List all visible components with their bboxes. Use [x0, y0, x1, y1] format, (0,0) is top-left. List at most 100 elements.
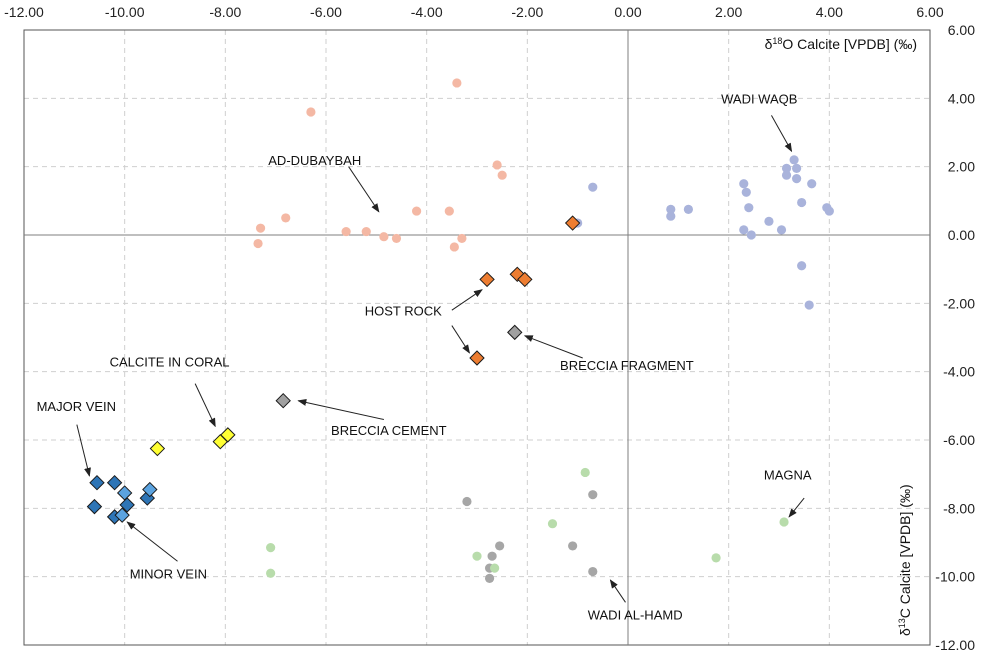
point-minor-vein [116, 485, 133, 501]
point-wadi-al-hamd-grey [495, 541, 505, 551]
point-wadi-al-hamd-green [711, 553, 721, 563]
point-host-rock [469, 350, 485, 366]
point-major-vein [89, 475, 105, 491]
annotation-label: MINOR VEIN [130, 566, 207, 581]
point-wadi-waqb [746, 230, 756, 240]
point-breccia-fragment [507, 324, 523, 341]
point-ad-dubaybah [306, 107, 316, 117]
annotation-label: MAGNA [764, 467, 812, 482]
y-tick-label: -4.00 [943, 364, 975, 380]
point-calcite-in-coral [220, 427, 236, 443]
annotation-arrow [451, 289, 483, 311]
point-wadi-al-hamd-green [490, 563, 500, 573]
point-host-rock [564, 215, 581, 231]
point-wadi-al-hamd-green [779, 517, 789, 527]
point-ad-dubaybah [379, 232, 389, 242]
y-tick-label: 6.00 [948, 22, 975, 38]
point-host-rock [517, 271, 533, 288]
point-wadi-al-hamd-green [547, 519, 558, 529]
plot-frame [23, 29, 931, 646]
point-wadi-al-hamd-grey [487, 551, 497, 561]
point-ad-dubaybah [255, 223, 266, 233]
point-wadi-waqb [764, 216, 774, 226]
y-tick-label: -2.00 [943, 295, 975, 311]
y-tick-label: -12.00 [935, 637, 975, 652]
point-minor-vein [114, 507, 130, 523]
x-tick-label: 2.00 [715, 4, 742, 20]
annotation-arrow [194, 383, 216, 428]
point-wadi-waqb [739, 179, 749, 189]
point-ad-dubaybah [253, 238, 263, 249]
y-tick-labels: -12.00 -10.00 -8.00 -6.00 -4.00 -2.00 0.00 2.00… [935, 22, 975, 652]
point-wadi-waqb [781, 170, 792, 180]
point-breccia-cement [275, 393, 291, 409]
x-tick-label: -6.00 [310, 4, 342, 20]
annotation-label: WADI AL-HAMD [588, 607, 683, 622]
y-tick-label: -10.00 [935, 569, 975, 585]
point-major-vein [86, 498, 103, 515]
annotation-label: BRECCIA FRAGMENT [560, 358, 694, 373]
x-tick-labels: -12.00 -10.00 -8.00 -6.00 -4.00 -2.00 0.00 2.00… [4, 4, 944, 20]
annotation-arrow [348, 166, 380, 213]
annotation-label: AD-DUBAYBAH [268, 153, 361, 168]
point-ad-dubaybah [444, 206, 454, 216]
point-wadi-al-hamd-grey [588, 490, 598, 500]
data-points [86, 78, 834, 583]
zero-axes [24, 30, 930, 645]
y-tick-label: -8.00 [943, 500, 975, 516]
annotation-label: HOST ROCK [365, 303, 442, 318]
annotation-arrow [609, 579, 626, 603]
point-wadi-waqb [744, 203, 754, 213]
point-wadi-waqb [739, 225, 749, 235]
annotation-arrow [451, 325, 470, 354]
x-tick-label: -12.00 [4, 4, 44, 20]
x-tick-label: -2.00 [511, 4, 543, 20]
point-ad-dubaybah [452, 78, 462, 88]
point-ad-dubaybah [412, 206, 422, 216]
point-wadi-waqb [683, 204, 694, 214]
point-wadi-waqb [797, 197, 807, 208]
annotation-label: BRECCIA CEMENT [331, 423, 447, 438]
point-wadi-al-hamd-green [266, 543, 276, 553]
x-tick-label: 0.00 [614, 4, 641, 20]
point-ad-dubaybah [391, 233, 402, 244]
annotation-label: MAJOR VEIN [37, 399, 116, 414]
annotation-arrow [76, 424, 91, 477]
point-ad-dubaybah [449, 242, 459, 252]
point-wadi-al-hamd-green [472, 551, 482, 561]
point-wadi-waqb [781, 163, 792, 173]
point-wadi-al-hamd-grey [568, 541, 578, 551]
point-wadi-waqb [666, 211, 676, 221]
point-host-rock [479, 271, 495, 288]
point-calcite-in-coral [149, 440, 166, 457]
point-wadi-al-hamd-green [266, 568, 276, 578]
annotation-label: CALCITE IN CORAL [110, 355, 230, 370]
annotation-arrow [297, 399, 384, 420]
y-tick-label: -6.00 [943, 432, 975, 448]
point-wadi-waqb [824, 206, 834, 216]
x-tick-label: -4.00 [411, 4, 443, 20]
y-axis-title: δ13C Calcite [VPDB] (‰) [897, 484, 913, 636]
point-ad-dubaybah [497, 170, 507, 180]
annotation-label: WADI WAQB [721, 91, 797, 106]
annotations: AD-DUBAYBAH WADI WAQB HOST ROCK BRECCIA FRA… [37, 91, 812, 622]
annotation-arrow [523, 335, 583, 359]
x-tick-label: 6.00 [916, 4, 943, 20]
x-axis-title: δ18O Calcite [VPDB] (‰) [765, 36, 917, 52]
x-tick-label: -8.00 [209, 4, 241, 20]
point-wadi-waqb [792, 174, 802, 184]
point-wadi-al-hamd-grey [462, 496, 472, 507]
point-wadi-waqb [666, 204, 676, 214]
point-minor-vein [142, 481, 158, 498]
y-tick-label: 0.00 [948, 227, 975, 243]
point-major-vein [106, 475, 123, 491]
x-tick-label: 4.00 [816, 4, 843, 20]
point-wadi-waqb [789, 155, 799, 165]
point-wadi-al-hamd-grey [588, 566, 598, 577]
point-ad-dubaybah [492, 160, 502, 170]
point-wadi-al-hamd-green [580, 467, 590, 478]
x-tick-label: -10.00 [105, 4, 145, 20]
y-tick-label: 4.00 [948, 90, 975, 106]
